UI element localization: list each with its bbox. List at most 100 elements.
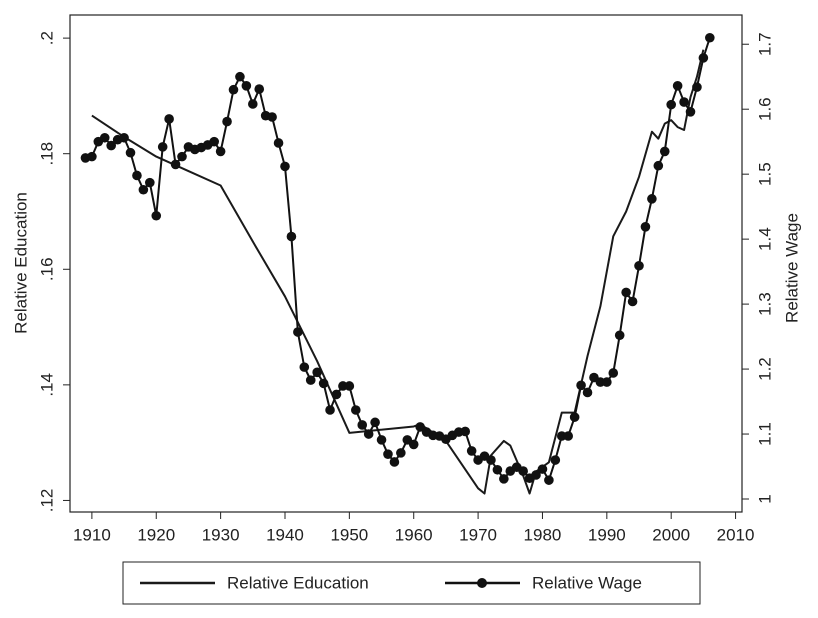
series-marker	[653, 160, 664, 171]
legend-label: Relative Education	[227, 573, 369, 592]
series-marker	[466, 446, 477, 456]
series-marker	[318, 378, 329, 389]
x-tick-label: 2010	[717, 525, 755, 544]
series-marker	[312, 367, 322, 378]
series-marker	[499, 474, 509, 484]
series-marker	[215, 146, 226, 157]
x-tick-label: 1930	[202, 525, 240, 544]
series-marker	[408, 439, 419, 450]
series-marker	[157, 142, 168, 152]
series-marker	[370, 417, 380, 428]
legend-label: Relative Wage	[532, 573, 642, 592]
legend-marker	[477, 578, 487, 588]
plot-frame	[69, 14, 743, 513]
series-marker	[396, 448, 406, 458]
series-marker	[151, 210, 162, 221]
series-marker	[267, 112, 277, 122]
series-marker	[305, 375, 316, 385]
series-marker	[614, 330, 625, 341]
series-marker	[389, 457, 400, 467]
series-marker	[698, 53, 709, 63]
y2-tick-label: 1.5	[755, 162, 774, 186]
series-marker	[222, 116, 232, 127]
series-marker	[363, 429, 374, 439]
x-tick-label: 1980	[524, 525, 562, 544]
series-marker	[569, 412, 580, 422]
series-marker	[679, 97, 689, 107]
series-marker	[350, 405, 361, 415]
series-marker	[280, 161, 290, 172]
series-marker	[576, 380, 586, 391]
x-tick-label: 1910	[73, 525, 111, 544]
series-marker	[666, 99, 676, 110]
series-marker	[325, 405, 335, 415]
series-marker	[235, 71, 245, 82]
y2-tick-label: 1.2	[755, 357, 774, 381]
series-marker	[415, 422, 425, 432]
series-marker	[299, 362, 310, 372]
series-marker	[486, 455, 496, 465]
series-marker	[241, 81, 252, 91]
x-tick-label: 1920	[137, 525, 175, 544]
series-marker	[331, 389, 342, 400]
series-marker	[647, 194, 657, 204]
series-marker	[383, 449, 393, 459]
series-marker	[627, 296, 638, 307]
series-marker	[164, 114, 174, 124]
legend-box	[122, 561, 701, 605]
series-marker	[705, 32, 715, 43]
series-marker	[248, 99, 258, 109]
series-marker	[621, 287, 631, 298]
series-marker	[132, 170, 142, 181]
y-tick-label: .14	[37, 373, 56, 397]
series-marker	[119, 132, 129, 143]
y2-tick-label: 1.3	[755, 292, 774, 316]
y-tick-label: .12	[37, 489, 56, 513]
series-marker	[550, 455, 561, 465]
series-marker	[177, 151, 187, 162]
series-marker	[531, 470, 541, 480]
series-marker	[640, 221, 651, 232]
series-marker	[602, 377, 612, 387]
series-marker	[582, 387, 593, 398]
x-tick-label: 1990	[588, 525, 626, 544]
series-marker	[544, 475, 554, 485]
y-tick-label: .18	[37, 142, 56, 166]
x-tick-label: 1960	[395, 525, 433, 544]
series-marker	[672, 81, 683, 91]
y2-axis-label: Relative Wage	[782, 213, 801, 323]
series-line	[91, 49, 705, 495]
x-tick-label: 2000	[652, 525, 690, 544]
series-marker	[344, 381, 355, 391]
series-marker	[460, 426, 471, 437]
y-tick-label: .2	[37, 31, 56, 45]
y-tick-label: .16	[37, 257, 56, 281]
x-tick-label: 1940	[266, 525, 304, 544]
series-marker	[376, 435, 387, 445]
series-marker	[634, 260, 644, 271]
series-line	[85, 37, 711, 482]
series-marker	[273, 138, 284, 148]
series-marker	[492, 464, 503, 475]
x-tick-label: 1950	[330, 525, 368, 544]
y-axis-label: Relative Education	[11, 192, 30, 334]
series-marker	[87, 151, 97, 162]
series-marker	[563, 431, 574, 441]
series-marker	[125, 147, 136, 158]
series-marker	[254, 84, 265, 94]
y2-tick-label: 1	[755, 494, 774, 503]
series-marker	[357, 420, 368, 430]
series-marker	[138, 184, 149, 195]
series-marker	[170, 159, 181, 170]
series-marker	[608, 368, 619, 378]
series-marker	[209, 136, 219, 147]
series-marker	[106, 140, 116, 151]
series-marker	[228, 84, 239, 95]
series-marker	[293, 327, 303, 337]
series-marker	[286, 231, 297, 242]
series-marker	[99, 132, 110, 143]
y2-tick-label: 1.6	[755, 97, 774, 121]
series-marker	[537, 464, 548, 474]
y2-tick-label: 1.4	[755, 227, 774, 251]
